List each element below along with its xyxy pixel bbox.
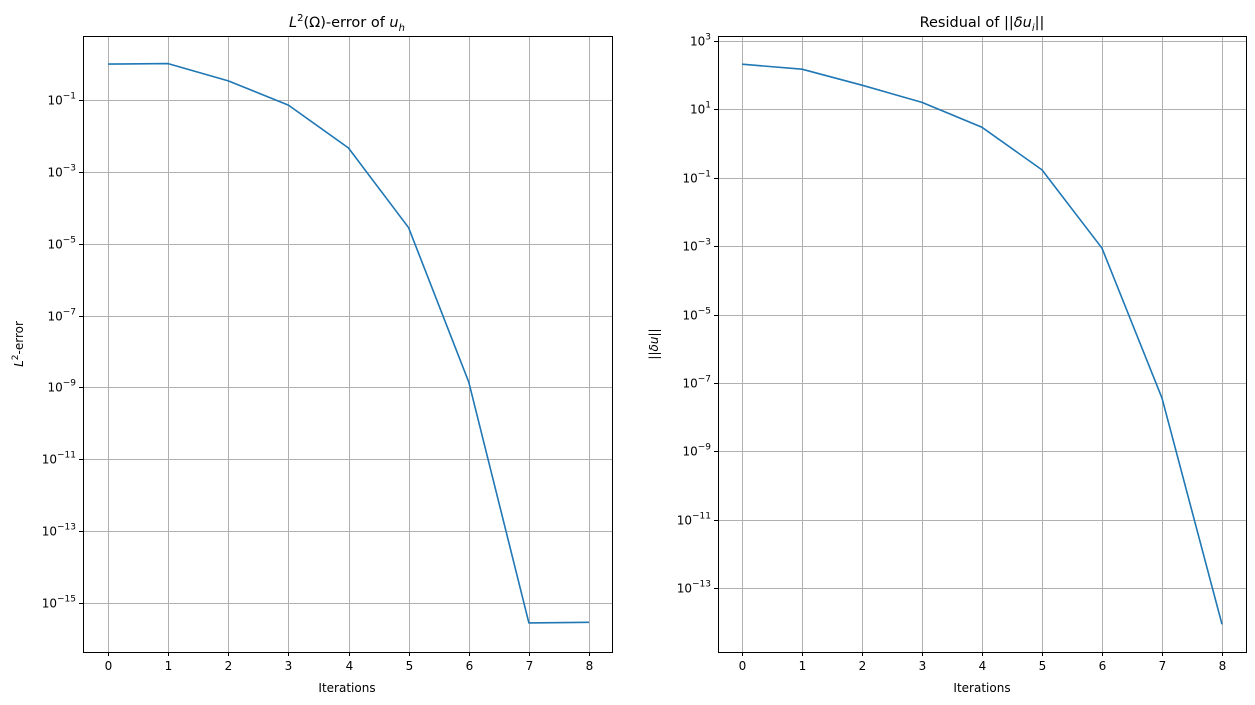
x-tick-label: 8	[1219, 659, 1227, 673]
y-tick-label: 10−3	[682, 238, 711, 254]
x-tick-label: 5	[406, 659, 414, 673]
y-tick-label: 10−7	[47, 308, 76, 324]
x-tick-label: 6	[466, 659, 474, 673]
x-tick-label: 5	[1039, 659, 1047, 673]
left-grid	[83, 36, 612, 652]
x-tick-label: 4	[346, 659, 354, 673]
x-tick-label: 4	[979, 659, 987, 673]
y-tick-label: 10−9	[682, 443, 711, 459]
left-y-axis-label: L2-error	[11, 321, 26, 367]
y-tick-label: 10−13	[42, 523, 76, 539]
x-tick-label: 3	[285, 659, 293, 673]
left-l2-error-line	[107, 62, 590, 624]
y-tick-label: 101	[690, 101, 711, 117]
y-tick-label: 10−5	[682, 307, 711, 323]
y-tick-label: 10−1	[682, 170, 711, 186]
x-tick-label: 8	[586, 659, 594, 673]
right-chart-title: Residual of ||δui||	[920, 15, 1045, 34]
right-grid	[718, 36, 1246, 652]
left-x-ticks: 0 1 2 3 4 5 6 7 8	[105, 652, 594, 673]
right-x-ticks: 0 1 2 3 4 5 6 7 8	[739, 652, 1227, 673]
right-y-ticks: 103 101 10−1 10−3 10−5 10−7 10−9 10−11 10−13	[677, 33, 718, 596]
right-y-axis-label: ||δu||	[647, 328, 661, 359]
right-x-axis-label: Iterations	[953, 681, 1010, 695]
left-chart-title: L2(Ω)-error of uh	[289, 13, 405, 34]
right-axes-frame	[718, 36, 1247, 653]
y-tick-label: 10−13	[677, 580, 711, 596]
x-tick-label: 7	[1159, 659, 1167, 673]
y-tick-label: 10−3	[47, 164, 76, 180]
left-chart-panel: L2(Ω)-error of uh 10−110−310−510−710−910…	[11, 13, 613, 695]
y-tick-label: 10−1	[47, 92, 76, 108]
y-tick-label: 103	[690, 33, 711, 49]
y-tick-label: 10−11	[677, 512, 711, 528]
y-tick-label: 10−9	[47, 379, 76, 395]
x-tick-label: 3	[919, 659, 927, 673]
right-chart-panel: Residual of ||δui|| 10310110−110−310−510…	[647, 15, 1247, 695]
x-tick-label: 0	[105, 659, 113, 673]
x-tick-label: 7	[526, 659, 534, 673]
y-tick-label: 10−15	[42, 595, 76, 611]
left-axes-frame	[83, 36, 613, 653]
right-residual-line	[741, 63, 1223, 625]
left-y-ticks: 10−1 10−3 10−5 10−7 10−9 10−11 10−13 10−15	[42, 92, 83, 611]
y-tick-label: 10−7	[682, 375, 711, 391]
x-tick-label: 1	[799, 659, 807, 673]
x-tick-label: 0	[739, 659, 747, 673]
x-tick-label: 2	[225, 659, 233, 673]
x-tick-label: 2	[859, 659, 867, 673]
y-tick-label: 10−5	[47, 236, 76, 252]
y-tick-label: 10−11	[42, 451, 76, 467]
x-tick-label: 6	[1099, 659, 1107, 673]
left-x-axis-label: Iterations	[318, 681, 375, 695]
x-tick-label: 1	[165, 659, 173, 673]
